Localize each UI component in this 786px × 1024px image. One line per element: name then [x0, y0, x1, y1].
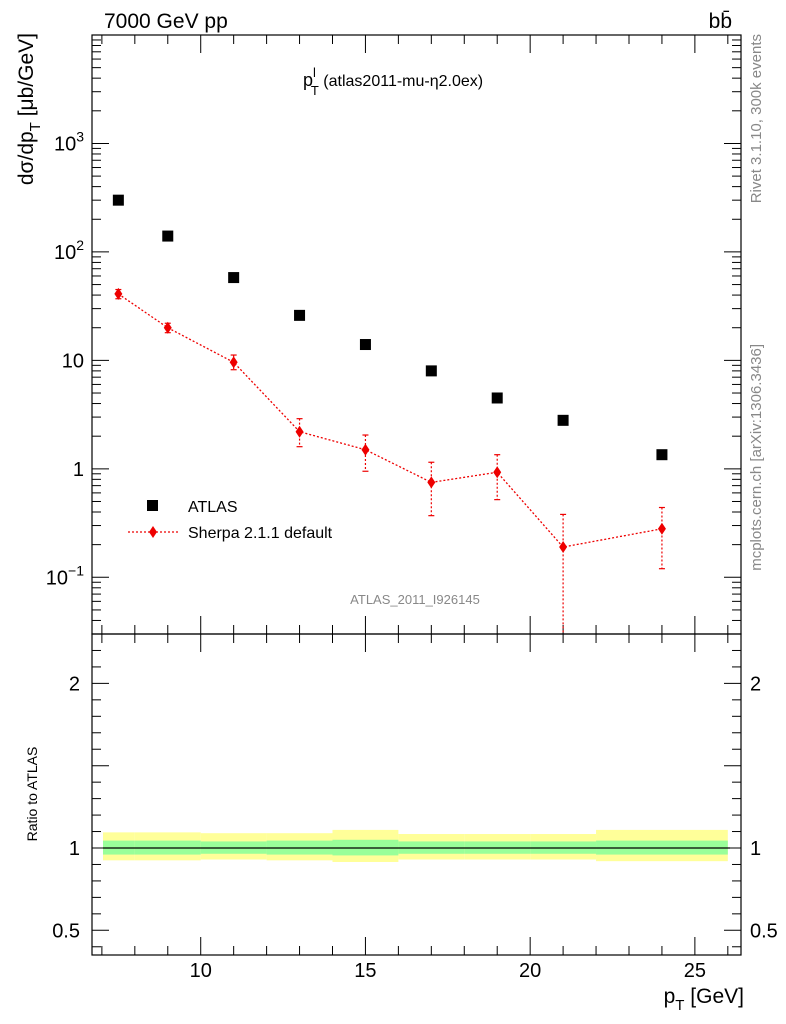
- ylabel-post: [μb/GeV]: [15, 33, 38, 122]
- ratio-tick-label-right: 1: [750, 838, 761, 860]
- ratio-tick-label-right: 2: [750, 673, 761, 695]
- plot-title: pl T (atlas2011-mu-η2.0ex): [303, 65, 483, 98]
- legend-atlas-label: ATLAS: [188, 499, 238, 516]
- legend-sherpa-marker: [149, 526, 157, 538]
- ylabel-sub: T: [27, 122, 44, 131]
- atlas-point: [162, 230, 174, 242]
- mcplots-label: mcplots.cern.ch [arXiv:1306.3436]: [748, 344, 765, 571]
- sherpa-point: [361, 443, 370, 456]
- atlas-point: [491, 392, 503, 404]
- sherpa-point: [163, 321, 172, 334]
- y-tick-base: 10: [46, 567, 68, 589]
- sherpa-point: [295, 425, 304, 438]
- xlabel-sub: T: [675, 997, 684, 1014]
- ratio-tick-label-left: 1: [69, 838, 80, 860]
- ratio-y-label: Ratio to ATLAS: [24, 747, 40, 842]
- y-tick-exp: 2: [76, 237, 84, 253]
- y-tick-base: 1: [73, 459, 84, 481]
- main-axis-ticks: [92, 35, 741, 635]
- ratio-tick-label-right: 0.5: [750, 920, 778, 942]
- sherpa-point: [493, 466, 502, 479]
- x-axis-label: pT [GeV]: [664, 985, 744, 1014]
- y-tick-base: 10: [54, 242, 76, 264]
- sherpa-point: [427, 476, 436, 489]
- atlas-point: [656, 449, 668, 461]
- main-frame: [91, 34, 742, 635]
- legend: ATLAS Sherpa 2.1.1 default: [128, 499, 333, 542]
- sherpa-connecting-line: [117, 293, 663, 548]
- x-tick-labels: 10 15 20 25: [190, 960, 706, 982]
- sherpa-point: [229, 356, 238, 369]
- x-tick-label: 25: [684, 960, 706, 982]
- atlas-point: [425, 365, 437, 377]
- y-tick-label: 103: [54, 128, 84, 155]
- y-axis-label: dσ/dpT [μb/GeV]: [15, 33, 44, 185]
- y-tick-base: 10: [62, 350, 84, 372]
- title-sup: l: [313, 65, 316, 80]
- y-tick-label: 102: [54, 237, 84, 264]
- atlas-point: [557, 414, 569, 426]
- y-tick-label: 10−1: [46, 562, 84, 589]
- analysis-id: ATLAS_2011_I926145: [350, 592, 480, 607]
- sherpa-point: [559, 541, 568, 554]
- y-tick-label: 1: [73, 459, 84, 481]
- atlas-points: [112, 194, 668, 461]
- x-tick-label: 20: [519, 960, 541, 982]
- y-tick-exp: −1: [68, 562, 84, 578]
- atlas-point: [228, 272, 240, 284]
- rivet-label: Rivet 3.1.10, 300k events: [748, 34, 765, 203]
- legend-sherpa-label: Sherpa 2.1.1 default: [188, 525, 333, 542]
- header-right: bb̄: [709, 10, 732, 33]
- sherpa-points: [114, 287, 666, 554]
- xlabel-rest: [GeV]: [684, 985, 744, 1008]
- title-sub: T: [311, 83, 319, 98]
- ylabel-pre: dσ/dp: [15, 131, 38, 185]
- ratio-frame: [91, 633, 742, 956]
- x-tick-label: 15: [354, 960, 376, 982]
- title-main: p: [303, 70, 313, 90]
- header-left: 7000 GeV pp: [104, 10, 228, 33]
- sherpa-line: [117, 293, 663, 548]
- atlas-point: [294, 309, 306, 321]
- ratio-tick-labels: 0.5 0.5 1 1 2 2: [52, 673, 778, 942]
- ratio-tick-label-left: 2: [69, 673, 80, 695]
- ratio-axis-ticks: [92, 634, 741, 955]
- title-rest: (atlas2011-mu-η2.0ex): [319, 73, 483, 90]
- atlas-point: [359, 339, 371, 351]
- ratio-panel: 0.5 0.5 1 1 2 2: [52, 633, 778, 956]
- y-tick-base: 10: [54, 133, 76, 155]
- sherpa-point: [114, 287, 123, 300]
- atlas-point: [112, 194, 124, 206]
- x-tick-label: 10: [190, 960, 212, 982]
- legend-atlas-marker: [147, 500, 158, 511]
- y-tick-exp: 3: [76, 128, 84, 144]
- xlabel-main: p: [664, 985, 676, 1008]
- sherpa-point: [657, 522, 666, 535]
- y-tick-label: 10: [62, 350, 84, 372]
- ratio-bands: [103, 829, 728, 862]
- ratio-tick-label-left: 0.5: [52, 920, 80, 942]
